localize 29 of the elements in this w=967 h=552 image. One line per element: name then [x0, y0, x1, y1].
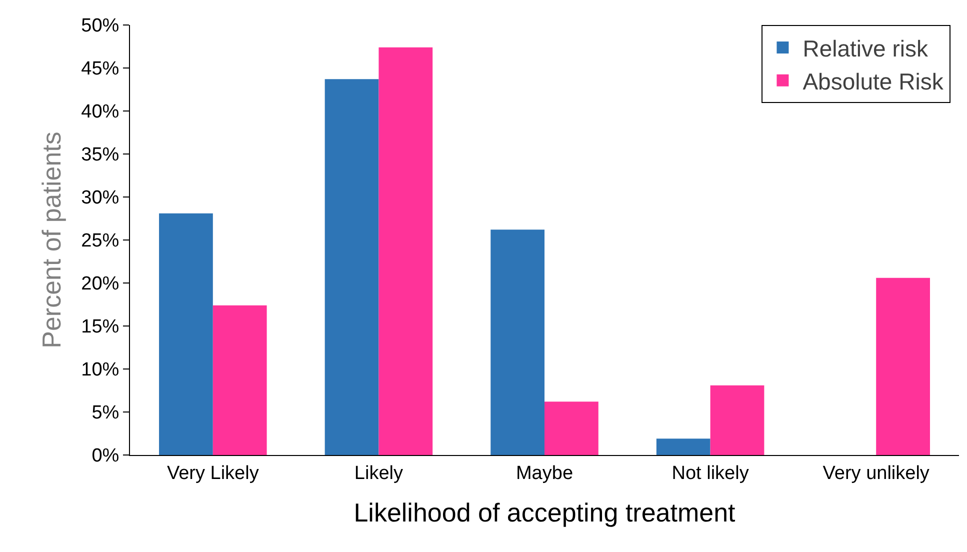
bar	[490, 230, 544, 455]
legend-label: Absolute Risk	[802, 68, 944, 94]
y-tick-label: 30%	[81, 188, 120, 209]
bar	[212, 305, 267, 455]
y-tick-label: 25%	[81, 230, 120, 252]
y-tick-label: 15%	[81, 316, 120, 338]
y-tick-label: 5%	[92, 402, 120, 424]
y-tick-label: 40%	[81, 102, 120, 123]
y-tick-label: 0%	[92, 446, 120, 467]
x-axis-title: Likelihood of accepting treatment	[354, 498, 736, 528]
y-tick-label: 10%	[81, 360, 120, 381]
x-tick-label: Maybe	[516, 462, 574, 484]
bar	[876, 278, 930, 455]
bar	[544, 402, 598, 455]
x-tick-label: Not likely	[672, 462, 750, 484]
bar	[710, 385, 764, 455]
y-tick-label: 20%	[81, 274, 120, 295]
y-tick-label: 35%	[81, 144, 120, 166]
x-tick-label: Likely	[354, 462, 404, 484]
bar	[378, 47, 433, 455]
legend-label: Relative risk	[802, 35, 928, 62]
y-axis-title: Percent of patients	[36, 132, 67, 348]
bar	[159, 213, 213, 455]
y-tick-label: 45%	[81, 58, 120, 80]
y-tick-label: 50%	[81, 16, 120, 37]
bar	[656, 438, 710, 455]
x-tick-label: Very Likely	[166, 462, 260, 484]
x-tick-label: Very unlikely	[822, 462, 930, 484]
bar	[324, 79, 379, 455]
